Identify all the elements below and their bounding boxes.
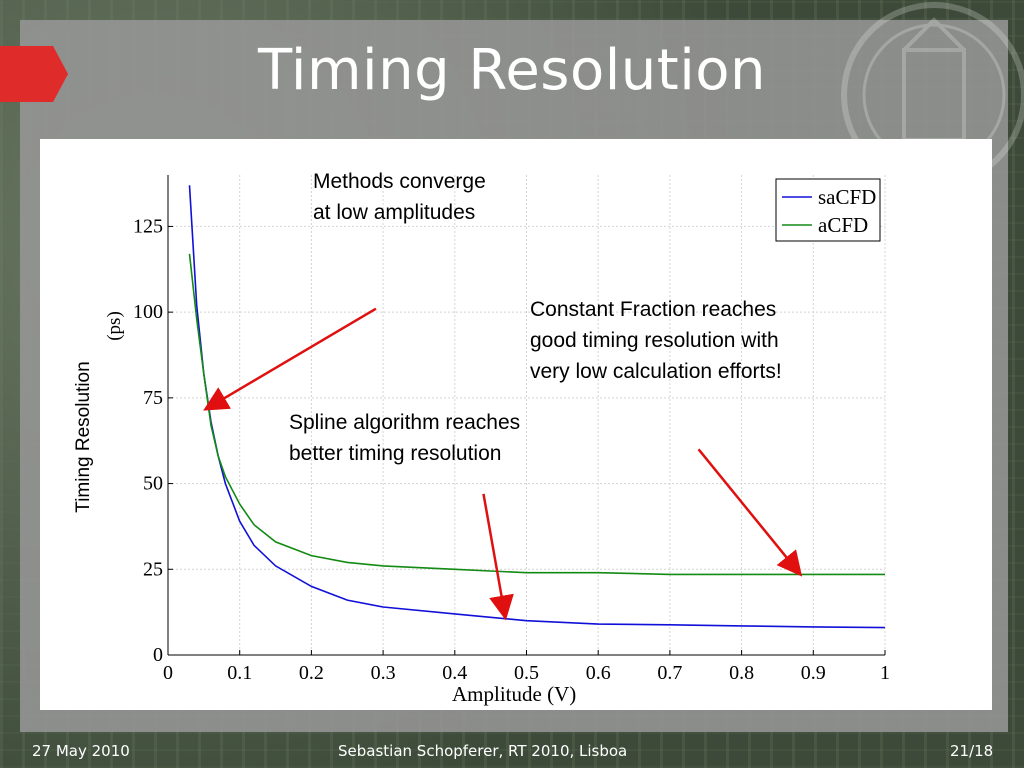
x-tick-label: 1 — [880, 662, 890, 684]
annotation-converge: Methods converge at low amplitudes — [313, 170, 486, 224]
x-tick-label: 0.5 — [514, 662, 539, 684]
chart-area: 0 0.1 0.2 0.3 0.4 0.5 0.6 0.7 0.8 0.9 1 0 25 50 75 100 1… — [40, 139, 992, 710]
legend-label-aCFD: aCFD — [818, 213, 868, 237]
footer-author: Sebastian Schopferer, RT 2010, Lisboa — [338, 742, 628, 760]
y-axis-label: Timing Resolution — [73, 361, 94, 513]
x-tick-label: 0 — [163, 662, 173, 684]
slide-accent-tab — [0, 46, 68, 102]
x-tick-label: 0.3 — [371, 662, 396, 684]
y-tick-label: 0 — [153, 644, 163, 666]
x-axis-label: Amplitude (V) — [452, 682, 577, 706]
y-tick-label: 25 — [143, 558, 163, 580]
annotation-spline: Spline algorithm reaches better timing r… — [289, 411, 521, 465]
x-tick-label: 0.7 — [657, 662, 682, 684]
x-tick-label: 0.9 — [801, 662, 826, 684]
x-tick-label: 0.1 — [227, 662, 252, 684]
y-tick-label: 75 — [143, 387, 163, 409]
timing-resolution-chart: 0 0.1 0.2 0.3 0.4 0.5 0.6 0.7 0.8 0.9 1 0 25 50 75 100 1… — [133, 175, 890, 684]
y-axis-unit: (ps) — [103, 311, 125, 341]
slide-title: Timing Resolution — [257, 38, 767, 103]
y-tick-label: 125 — [133, 215, 163, 237]
footer-date: 27 May 2010 — [32, 742, 130, 760]
arrow-converge — [203, 307, 377, 411]
y-tick-label: 50 — [143, 473, 163, 495]
arrow-constant-fraction — [697, 448, 803, 577]
footer-page-number: 21/18 — [950, 742, 994, 760]
x-tick-label: 0.6 — [586, 662, 611, 684]
x-tick-label: 0.4 — [442, 662, 467, 684]
y-tick-label: 100 — [133, 301, 163, 323]
x-tick-label: 0.8 — [729, 662, 754, 684]
legend-box — [775, 178, 881, 242]
annotation-constant-fraction: Constant Fraction reaches good timing re… — [530, 298, 782, 383]
legend-label-saCFD: saCFD — [818, 185, 876, 209]
arrow-spline — [482, 493, 514, 621]
series-line-aCFD — [188, 253, 885, 576]
x-tick-label: 0.2 — [299, 662, 324, 684]
